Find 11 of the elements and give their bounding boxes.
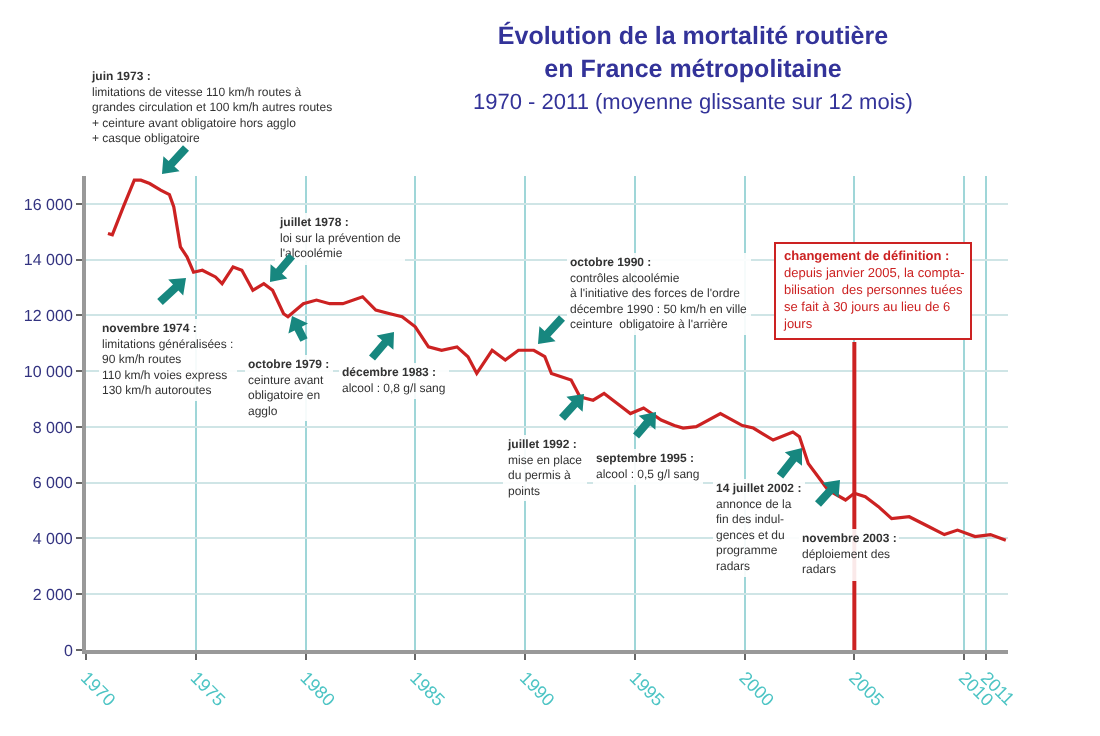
y-tick-label: 0 [63, 641, 74, 660]
y-tick-label: 2 000 [32, 585, 74, 604]
y-tick-label: 6 000 [32, 474, 74, 493]
chart-subtitle: 1970 - 2011 (moyenne glissante sur 12 mois) [473, 91, 913, 116]
y-tick-label: 16 000 [23, 195, 74, 214]
y-tick-label: 4 000 [32, 530, 74, 549]
y-tick-label: 14 000 [23, 251, 74, 270]
y-tick-label: 10 000 [23, 362, 74, 381]
y-tick-label: 12 000 [23, 307, 74, 326]
chart-title: Évolution de la mortalité routière en France métropolitaine [497, 20, 889, 83]
y-tick-label: 8 000 [32, 418, 74, 437]
